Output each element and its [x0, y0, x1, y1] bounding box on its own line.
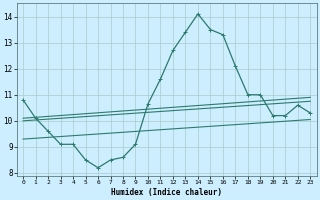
X-axis label: Humidex (Indice chaleur): Humidex (Indice chaleur) — [111, 188, 222, 197]
